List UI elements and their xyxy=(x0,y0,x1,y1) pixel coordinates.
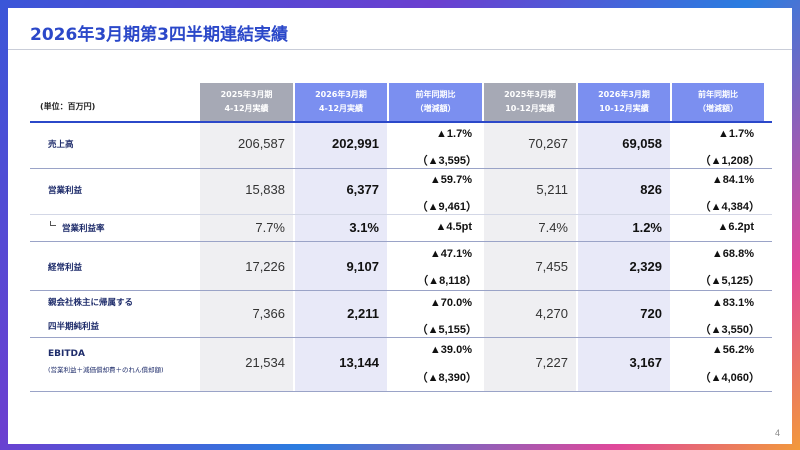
sales-prev-apr-dec: 206,587 xyxy=(238,136,285,151)
header-label: 前年同期比 xyxy=(415,90,456,99)
net-income-prev-apr-dec: 7,366 xyxy=(252,306,285,321)
title-divider xyxy=(8,49,792,50)
header-prev-apr-dec: 2025年3月期 4-12月実績 xyxy=(200,83,293,121)
ord-income-yoy-amt-apr-dec: （▲8,118） xyxy=(417,275,477,287)
op-income-prev-oct-dec: 5,211 xyxy=(536,182,568,197)
row-divider xyxy=(30,241,772,242)
op-income-yoy-pct-apr-dec: ▲59.7% xyxy=(429,174,472,186)
net-income-yoy-pct-apr-dec: ▲70.0% xyxy=(429,297,472,309)
ord-income-prev-oct-dec: 7,455 xyxy=(535,259,568,274)
header-label: 2025年3月期 xyxy=(504,90,556,99)
header-curr-oct-dec: 2026年3月期 10-12月実績 xyxy=(578,83,670,121)
header-label: 4-12月実績 xyxy=(318,104,364,113)
header-label: （増減額） xyxy=(698,104,738,113)
sales-curr-apr-dec: 202,991 xyxy=(332,136,379,151)
ord-income-yoy-pct-apr-dec: ▲47.1% xyxy=(429,248,472,260)
op-income-yoy-pct-oct-dec: ▲84.1% xyxy=(711,174,754,186)
row-divider xyxy=(30,391,772,392)
page-title: 2026年3月期第3四半期連結実績 xyxy=(30,25,288,45)
row-sublabel-ebitda: (営業利益＋減価償却費＋のれん償却額) xyxy=(48,366,164,374)
column-shade xyxy=(578,121,670,392)
op-margin-yoy-apr-dec: ▲4.5pt xyxy=(435,221,472,233)
ebitda-yoy-amt-apr-dec: （▲8,390） xyxy=(416,372,477,384)
header-label: 2026年3月期 xyxy=(315,90,367,99)
header-label: 4-12月実績 xyxy=(224,104,269,113)
ebitda-prev-apr-dec: 21,534 xyxy=(245,355,285,370)
row-label-net-income-line1: 親会社株主に帰属する xyxy=(48,298,134,308)
header-yoy-apr-dec: 前年同期比 （増減額） xyxy=(389,83,482,121)
ord-income-curr-oct-dec: 2,329 xyxy=(629,259,662,274)
sales-yoy-pct-apr-dec: ▲1.7% xyxy=(436,128,472,140)
sales-yoy-amt-apr-dec: （▲3,595） xyxy=(416,155,477,167)
ord-income-prev-apr-dec: 17,226 xyxy=(245,259,285,274)
sales-yoy-pct-oct-dec: ▲1.7% xyxy=(718,128,754,140)
column-shade xyxy=(295,121,387,392)
row-divider xyxy=(30,290,772,291)
op-margin-curr-oct-dec: 1.2% xyxy=(632,220,662,235)
net-income-curr-oct-dec: 720 xyxy=(640,306,662,321)
sub-row-bracket-icon xyxy=(50,221,56,226)
header-label: 10-12月実績 xyxy=(505,104,555,113)
net-income-curr-apr-dec: 2,211 xyxy=(347,306,379,321)
sales-yoy-amt-oct-dec: （▲1,208） xyxy=(699,155,760,167)
op-margin-yoy-oct-dec: ▲6.2pt xyxy=(717,221,754,233)
row-divider xyxy=(30,168,772,169)
net-income-yoy-pct-oct-dec: ▲83.1% xyxy=(711,297,754,309)
unit-label: (単位：百万円) xyxy=(40,102,96,111)
op-income-yoy-amt-apr-dec: （▲9,461） xyxy=(416,201,477,213)
op-margin-curr-apr-dec: 3.1% xyxy=(349,220,379,235)
column-shade xyxy=(484,121,576,392)
row-divider xyxy=(30,214,772,215)
header-divider xyxy=(30,121,772,123)
net-income-prev-oct-dec: 4,270 xyxy=(535,306,568,321)
net-income-yoy-amt-oct-dec: （▲3,550） xyxy=(699,324,760,336)
header-label: 10-12月実績 xyxy=(599,104,649,113)
row-label-sales: 売上高 xyxy=(48,140,74,150)
op-margin-prev-apr-dec: 7.7% xyxy=(255,220,285,235)
ebitda-curr-oct-dec: 3,167 xyxy=(629,355,662,370)
sales-curr-oct-dec: 69,058 xyxy=(622,136,662,151)
header-label: 2025年3月期 xyxy=(220,90,273,99)
ord-income-yoy-pct-oct-dec: ▲68.8% xyxy=(711,248,754,260)
header-label: （増減額） xyxy=(415,104,456,113)
op-income-curr-apr-dec: 6,377 xyxy=(346,182,379,197)
row-label-operating-income: 営業利益 xyxy=(48,186,83,196)
column-shade xyxy=(200,121,293,392)
row-label-ebitda: EBITDA xyxy=(48,349,85,359)
op-margin-prev-oct-dec: 7.4% xyxy=(538,220,568,235)
op-income-prev-apr-dec: 15,838 xyxy=(245,182,285,197)
sales-prev-oct-dec: 70,267 xyxy=(528,136,568,151)
ord-income-yoy-amt-oct-dec: （▲5,125） xyxy=(699,275,760,287)
net-income-yoy-amt-apr-dec: （▲5,155） xyxy=(416,324,477,336)
slide: 2026年3月期第3四半期連結実績 (単位：百万円) 2025年3月期 4-12… xyxy=(8,8,792,444)
op-income-yoy-amt-oct-dec: （▲4,384） xyxy=(699,201,760,213)
header-prev-oct-dec: 2025年3月期 10-12月実績 xyxy=(484,83,576,121)
row-label-net-income-line2: 四半期純利益 xyxy=(48,322,100,332)
header-yoy-oct-dec: 前年同期比 （増減額） xyxy=(672,83,764,121)
ebitda-yoy-amt-oct-dec: （▲4,060） xyxy=(699,372,760,384)
header-label: 2026年3月期 xyxy=(598,90,650,99)
header-label: 前年同期比 xyxy=(698,90,738,99)
ord-income-curr-apr-dec: 9,107 xyxy=(346,259,379,274)
op-income-curr-oct-dec: 826 xyxy=(640,182,662,197)
row-divider xyxy=(30,337,772,338)
row-label-ordinary-income: 経常利益 xyxy=(48,263,83,273)
row-label-operating-margin: 営業利益率 xyxy=(62,224,105,234)
ebitda-yoy-pct-apr-dec: ▲39.0% xyxy=(429,344,472,356)
header-curr-apr-dec: 2026年3月期 4-12月実績 xyxy=(295,83,387,121)
ebitda-curr-apr-dec: 13,144 xyxy=(339,355,379,370)
ebitda-yoy-pct-oct-dec: ▲56.2% xyxy=(711,344,754,356)
page-number: 4 xyxy=(774,428,780,438)
ebitda-prev-oct-dec: 7,227 xyxy=(535,355,568,370)
